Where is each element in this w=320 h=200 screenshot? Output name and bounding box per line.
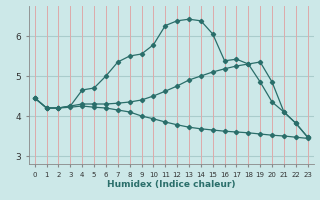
X-axis label: Humidex (Indice chaleur): Humidex (Indice chaleur) — [107, 180, 236, 189]
